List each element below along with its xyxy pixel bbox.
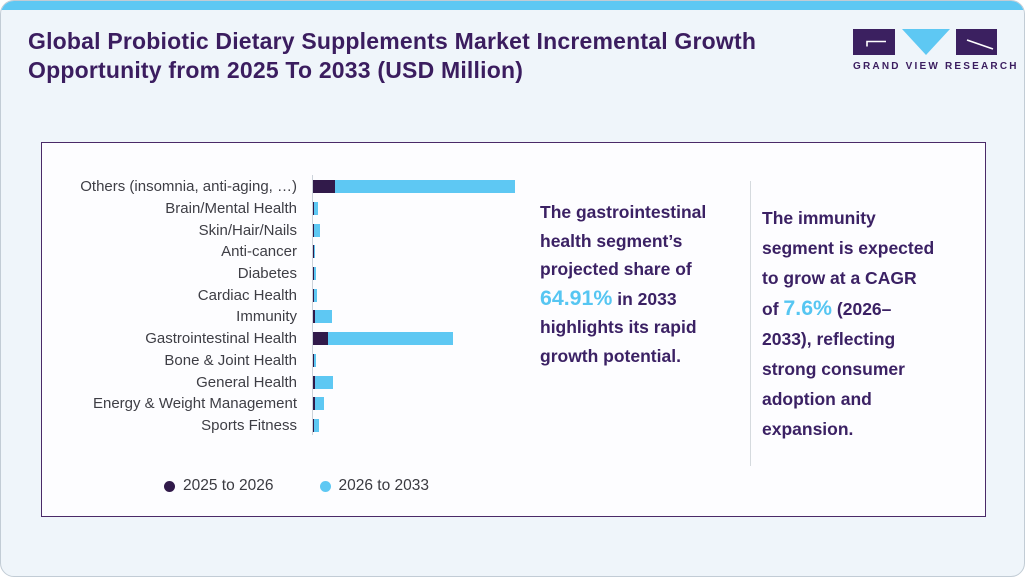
bar-group — [313, 375, 333, 389]
chart-row: Diabetes — [42, 263, 762, 285]
bar-segment-2025-to-2026 — [313, 375, 315, 389]
category-label: Bone & Joint Health — [164, 351, 297, 369]
bar-segment-2026-to-2033 — [313, 288, 317, 302]
chart-card: Others (insomnia, anti-aging, …) Brain/Me… — [41, 142, 986, 517]
chart-row: Skin/Hair/Nails — [42, 219, 762, 241]
insight-text-after: (2026–2033), reflecting strong consumer … — [762, 299, 905, 439]
y-axis-line — [312, 175, 313, 435]
top-accent-bar — [1, 1, 1024, 10]
chart-row: Bone & Joint Health — [42, 350, 762, 372]
insight-gastrointestinal: The gastrointestinal health segment’s pr… — [540, 198, 718, 370]
insight-highlight-value: 64.91% — [540, 285, 613, 310]
bar-segment-2025-to-2026 — [313, 245, 314, 259]
page-title: Global Probiotic Dietary Supplements Mar… — [28, 28, 757, 83]
bar-segment-2025-to-2026 — [313, 180, 335, 194]
bar-segment-2026-to-2033 — [313, 353, 316, 367]
bar-segment-2026-to-2033 — [315, 310, 332, 324]
insight-text-before: The immunity segment is expected to grow… — [762, 208, 935, 319]
bar-segment-2025-to-2026 — [313, 288, 314, 302]
category-label: Gastrointestinal Health — [145, 330, 297, 348]
bar-segment-2025-to-2026 — [313, 202, 314, 216]
insight-text-before: The gastrointestinal health segment’s pr… — [540, 202, 707, 279]
bar-segment-2026-to-2033 — [314, 223, 320, 237]
gvr-logo-wordmark: GRAND VIEW RESEARCH — [853, 61, 1019, 72]
chart-row: Brain/Mental Health — [42, 198, 762, 220]
bar-group — [313, 418, 319, 432]
legend-item: 2025 to 2026 — [164, 477, 274, 495]
category-label: Cardiac Health — [197, 286, 297, 304]
category-label: Sports Fitness — [201, 416, 297, 434]
bar-segment-2026-to-2033 — [313, 267, 316, 281]
bar-group — [313, 223, 320, 237]
legend-dot-icon — [164, 480, 175, 492]
vertical-divider — [750, 181, 751, 466]
bar-segment-2026-to-2033 — [335, 180, 515, 194]
chart-row: Cardiac Health — [42, 284, 762, 306]
bar-segment-2026-to-2033 — [314, 202, 318, 216]
bar-group — [313, 180, 515, 194]
category-label: Energy & Weight Management — [92, 395, 297, 413]
chart-row: Sports Fitness — [42, 415, 762, 437]
category-label: Brain/Mental Health — [165, 200, 297, 218]
bar-group — [313, 267, 316, 281]
chart-row: Others (insomnia, anti-aging, …) — [42, 176, 762, 198]
bar-group — [313, 245, 315, 259]
chart-row: Gastrointestinal Health — [42, 328, 762, 350]
legend-label: 2025 to 2026 — [183, 477, 274, 494]
insight-text-after: in 2033 highlights its rapid growth pote… — [540, 288, 697, 366]
bar-segment-2025-to-2026 — [313, 310, 315, 324]
legend-item: 2026 to 2033 — [319, 477, 430, 495]
bar-segment-2025-to-2026 — [313, 223, 314, 237]
bar-segment-2025-to-2026 — [313, 332, 328, 346]
chart-row: Immunity — [42, 306, 762, 328]
category-label: Anti-cancer — [221, 243, 297, 261]
bar-group — [313, 332, 453, 346]
bar-segment-2025-to-2026 — [313, 397, 315, 411]
bar-group — [313, 310, 332, 324]
category-label: Diabetes — [237, 265, 297, 283]
category-label: Others (insomnia, anti-aging, …) — [80, 178, 297, 196]
chart-legend: 2025 to 2026 2026 to 2033 — [164, 477, 429, 495]
bar-segment-2026-to-2033 — [315, 375, 333, 389]
gvr-logo: GRAND VIEW RESEARCH — [853, 29, 1019, 72]
category-label: Immunity — [236, 308, 297, 326]
chart-row: Anti-cancer — [42, 241, 762, 263]
bar-group — [313, 397, 324, 411]
chart-row: Energy & Weight Management — [42, 393, 762, 415]
legend-label: 2026 to 2033 — [338, 477, 430, 494]
bar-segment-2026-to-2033 — [315, 397, 324, 411]
chart-row: General Health — [42, 371, 762, 393]
bar-group — [313, 288, 317, 302]
gvr-logo-mark — [853, 29, 997, 55]
bar-segment-2025-to-2026 — [313, 267, 314, 281]
bar-group — [313, 202, 318, 216]
bar-segment-2025-to-2026 — [313, 353, 314, 367]
category-label: Skin/Hair/Nails — [198, 221, 297, 239]
chart-rows: Others (insomnia, anti-aging, …) Brain/Me… — [42, 176, 762, 436]
bar-segment-2025-to-2026 — [313, 418, 314, 432]
legend-dot-icon — [319, 480, 331, 492]
category-label: General Health — [196, 373, 297, 391]
bar-group — [313, 353, 316, 367]
insight-highlight-value: 7.6% — [783, 296, 833, 320]
insight-immunity: The immunity segment is expected to grow… — [762, 203, 936, 444]
bar-segment-2026-to-2033 — [328, 332, 453, 346]
bar-segment-2026-to-2033 — [313, 245, 315, 259]
bar-segment-2026-to-2033 — [313, 418, 319, 432]
